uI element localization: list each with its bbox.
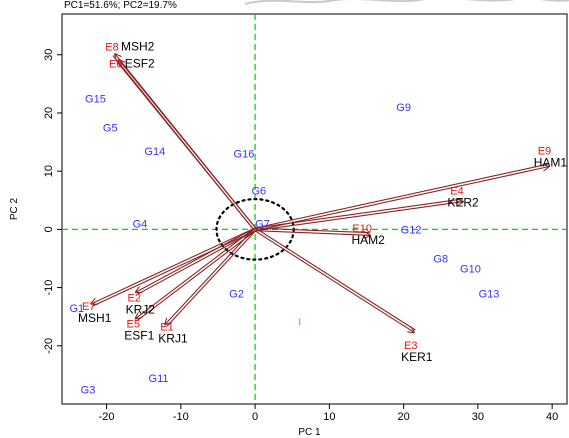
y-tick-label: -10 bbox=[43, 280, 55, 296]
environment-vector-shadow bbox=[92, 230, 256, 307]
x-tick-label: 40 bbox=[546, 411, 558, 423]
genotype-point-g14: G14 bbox=[144, 146, 165, 158]
genotype-point-g12: G12 bbox=[401, 224, 422, 236]
environment-name-e4: KER2 bbox=[447, 195, 479, 209]
chart-title: PC1=51.6%; PC2=19.7% bbox=[64, 0, 177, 11]
environment-name-e8: MSH2 bbox=[121, 40, 155, 54]
y-tick-label: 0 bbox=[43, 226, 55, 232]
x-tick-label: -20 bbox=[99, 411, 115, 423]
y-tick-label: 20 bbox=[43, 107, 55, 119]
plot-frame bbox=[61, 13, 568, 405]
environment-code-e5: E5 bbox=[127, 319, 140, 331]
x-tick-label: 20 bbox=[397, 411, 409, 423]
environment-vector-shadow bbox=[254, 163, 549, 229]
environment-vector-shadow bbox=[112, 55, 255, 231]
y-tick-label: -20 bbox=[43, 338, 55, 354]
environment-name-e6: ESF2 bbox=[125, 57, 155, 71]
environment-vector-e10 bbox=[255, 230, 370, 236]
genotype-point-g13: G13 bbox=[479, 288, 500, 300]
environment-name-e2: KRJ2 bbox=[126, 302, 156, 316]
environment-name-e5: ESF1 bbox=[124, 329, 154, 343]
environment-vector-e5 bbox=[135, 227, 255, 318]
environment-code-e10: E10 bbox=[352, 223, 372, 235]
environment-code-e8: E8 bbox=[105, 42, 118, 54]
environment-name-e7: MSH1 bbox=[78, 311, 112, 325]
environment-vector-shadow bbox=[136, 229, 257, 322]
environment-vector-e4 bbox=[255, 202, 463, 232]
environment-vector-shadow bbox=[136, 230, 256, 296]
environment-vector-shadow bbox=[255, 227, 371, 234]
x-tick-label: 30 bbox=[472, 411, 484, 423]
environment-vector-e1 bbox=[165, 228, 255, 324]
genotype-point-g4: G4 bbox=[133, 219, 148, 231]
environment-code-e1: E1 bbox=[160, 321, 173, 333]
environment-vector-shadow bbox=[166, 229, 257, 327]
genotype-point-g11: G11 bbox=[149, 373, 169, 385]
environment-code-e2: E2 bbox=[128, 292, 141, 304]
genotype-point-g5: G5 bbox=[103, 123, 118, 135]
environment-vector-e8 bbox=[115, 54, 257, 229]
genotype-point-g15: G15 bbox=[85, 93, 106, 105]
environment-vector-e2 bbox=[136, 227, 255, 292]
environment-name-e10: HAM2 bbox=[352, 233, 386, 247]
environment-vector-e7 bbox=[91, 227, 255, 304]
environment-name-e3: KER1 bbox=[401, 350, 433, 364]
environment-code-e6: E6 bbox=[109, 59, 122, 71]
environment-code-e9: E9 bbox=[538, 145, 551, 157]
genotype-point-g3: G3 bbox=[81, 384, 96, 396]
environment-code-e3: E3 bbox=[404, 340, 417, 352]
genotype-point-g10: G10 bbox=[460, 263, 481, 275]
genotype-point-g1: G1 bbox=[70, 303, 85, 315]
environment-vector-e3 bbox=[254, 230, 414, 332]
environment-vector-shadow bbox=[255, 227, 416, 331]
environment-name-e1: KRJ1 bbox=[158, 331, 188, 345]
x-axis-label: PC 1 bbox=[298, 427, 321, 438]
y-tick-label: 30 bbox=[43, 49, 55, 61]
genotype-point-g7: G7 bbox=[255, 219, 270, 231]
environment-code-e7: E7 bbox=[82, 301, 95, 313]
environment-vector-e9 bbox=[255, 167, 548, 232]
y-axis-label: PC 2 bbox=[9, 197, 20, 220]
environment-code-e4: E4 bbox=[450, 185, 463, 197]
genotype-point-g6: G6 bbox=[251, 185, 266, 197]
header-scribble bbox=[244, 0, 569, 5]
genotype-point-g9: G9 bbox=[396, 102, 411, 114]
x-tick-label: -10 bbox=[173, 411, 189, 423]
x-tick-label: 10 bbox=[323, 411, 335, 423]
environment-name-e9: HAM1 bbox=[534, 155, 568, 169]
genotype-point-g16: G16 bbox=[234, 149, 255, 161]
genotype-point-g2: G2 bbox=[229, 288, 244, 300]
y-tick-label: 10 bbox=[43, 165, 55, 177]
genotype-point-g8: G8 bbox=[433, 253, 448, 265]
x-tick-label: 0 bbox=[252, 411, 258, 423]
